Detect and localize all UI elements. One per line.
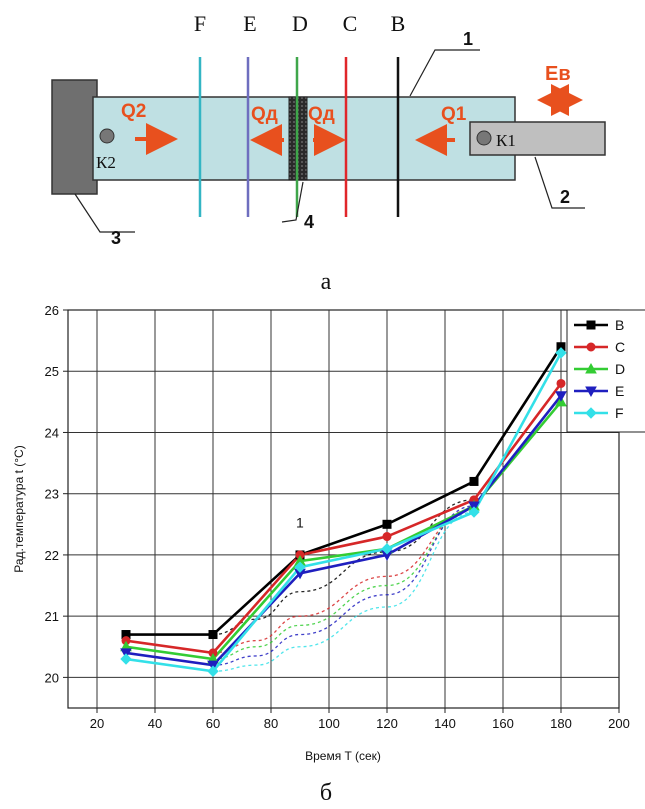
annotation-1: 1 — [296, 514, 304, 530]
legend-label-d: D — [615, 361, 625, 377]
legend-label-b: B — [615, 317, 624, 333]
data-point — [294, 561, 306, 573]
leader-1 — [409, 49, 480, 97]
data-point — [555, 391, 567, 402]
data-point — [382, 532, 392, 542]
x-tick-label: 100 — [318, 716, 340, 731]
label-k1: К1 — [496, 131, 516, 150]
x-ticks: 20 40 60 80 100 120 140 160 180 200 — [90, 708, 630, 731]
y-tick-label: 24 — [45, 425, 59, 440]
series-line-c — [125, 382, 563, 655]
legend-label-c: C — [615, 339, 625, 355]
data-point — [468, 506, 480, 518]
dotted-curve — [212, 508, 475, 654]
data-point — [586, 320, 596, 330]
label-k2: К2 — [96, 153, 116, 172]
label-f: F — [194, 11, 206, 36]
leader-4 — [281, 181, 304, 223]
y-tick-label: 21 — [45, 609, 59, 624]
label-e: E — [243, 11, 256, 36]
plot-frame — [67, 309, 620, 709]
legend-label-e: E — [615, 383, 624, 399]
data-point — [120, 653, 132, 665]
label-qd-right: Qд — [308, 104, 335, 125]
series-line-e — [125, 394, 563, 667]
x-axis-label: Время T (сек) — [305, 749, 381, 763]
label-q2: Q2 — [121, 101, 146, 122]
num-1: 1 — [463, 29, 473, 49]
num-4: 4 — [304, 212, 314, 232]
y-tick-label: 23 — [45, 487, 59, 502]
caption-a: а — [321, 269, 332, 295]
dotted-curve — [212, 511, 475, 672]
data-point — [208, 630, 218, 640]
x-tick-label: 200 — [608, 716, 630, 731]
x-tick-label: 140 — [434, 716, 456, 731]
caption-b: б — [320, 780, 332, 806]
dotted-curve — [212, 505, 475, 666]
legend-box — [566, 309, 645, 433]
sensor-k2 — [99, 128, 115, 144]
label-d: D — [292, 11, 308, 36]
x-tick-label: 40 — [148, 716, 162, 731]
label-c: C — [343, 11, 358, 36]
data-point — [469, 476, 479, 486]
sensor-k1 — [476, 130, 492, 146]
dotted-curve — [212, 508, 475, 660]
data-point — [555, 347, 567, 359]
x-tick-label: 60 — [206, 716, 220, 731]
data-point — [585, 362, 597, 374]
series-line-d — [125, 401, 562, 661]
label-q1: Q1 — [441, 104, 467, 125]
data-point — [585, 386, 597, 398]
x-tick-label: 160 — [492, 716, 514, 731]
x-tick-label: 80 — [264, 716, 278, 731]
series-line-b — [126, 346, 563, 636]
num-2: 2 — [560, 187, 570, 207]
series-line-f — [125, 352, 563, 673]
data-point — [586, 342, 596, 352]
y-tick-label: 25 — [45, 364, 59, 379]
leader-3 — [74, 193, 135, 233]
label-b: B — [391, 11, 406, 36]
y-ticks: 20 21 22 23 24 25 26 — [45, 303, 68, 685]
data-point — [207, 665, 219, 677]
num-3: 3 — [111, 228, 121, 248]
series-markers — [120, 342, 567, 677]
label-qd-left: Qд — [251, 104, 278, 125]
x-tick-label: 20 — [90, 716, 104, 731]
heat-tube-diagram: К2 К1 F E D C B Q2 Qд Qд Q1 Eв 1 2 3 — [51, 11, 606, 295]
y-tick-label: 20 — [45, 670, 59, 685]
x-tick-label: 120 — [376, 716, 398, 731]
data-point — [382, 519, 392, 529]
x-tick-label: 180 — [550, 716, 572, 731]
leader-2 — [534, 156, 585, 209]
legend-label-f: F — [615, 405, 624, 421]
series-lines — [125, 346, 563, 673]
y-tick-label: 26 — [45, 303, 59, 318]
label-ev: Eв — [545, 63, 571, 85]
data-point — [381, 543, 393, 555]
holder-block-3 — [51, 79, 98, 195]
y-axis-label: Рад.температура t (°C) — [12, 445, 26, 572]
rod-2 — [469, 121, 606, 156]
temperature-chart: 20 40 60 80 100 120 140 160 180 200 2021222324252… — [12, 303, 645, 806]
data-point — [556, 378, 566, 388]
grid — [68, 310, 619, 708]
y-tick-label: 22 — [45, 548, 59, 563]
data-point — [585, 407, 597, 419]
